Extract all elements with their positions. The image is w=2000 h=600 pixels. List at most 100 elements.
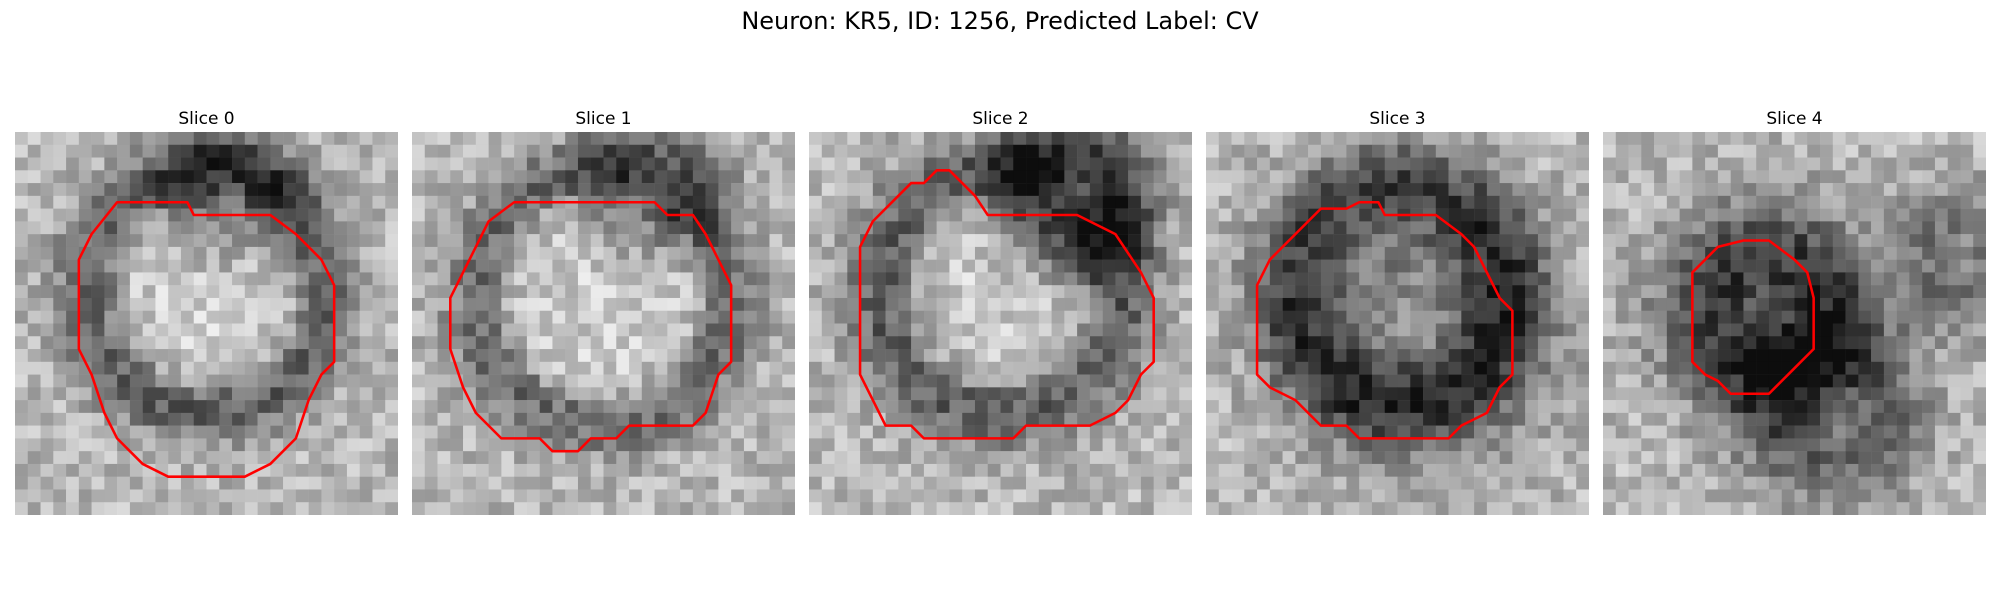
image-pixel bbox=[1166, 297, 1180, 311]
image-pixel bbox=[1692, 336, 1706, 350]
image-pixel bbox=[1512, 297, 1526, 311]
image-pixel bbox=[1140, 502, 1154, 515]
image-pixel bbox=[1295, 297, 1309, 311]
image-pixel bbox=[641, 400, 655, 414]
image-pixel bbox=[270, 412, 284, 426]
image-pixel bbox=[1102, 374, 1116, 388]
image-pixel bbox=[40, 323, 54, 337]
image-pixel bbox=[1179, 285, 1192, 299]
image-pixel bbox=[437, 463, 451, 477]
image-pixel bbox=[641, 132, 655, 146]
image-pixel bbox=[1947, 246, 1961, 260]
image-pixel bbox=[1333, 463, 1347, 477]
image-pixel bbox=[756, 476, 770, 490]
image-pixel bbox=[809, 489, 823, 503]
image-pixel bbox=[1883, 144, 1897, 158]
image-pixel bbox=[1820, 221, 1834, 235]
image-pixel bbox=[501, 157, 515, 171]
image-pixel bbox=[1705, 323, 1719, 337]
image-pixel bbox=[1922, 323, 1936, 337]
image-pixel bbox=[1384, 425, 1398, 439]
image-pixel bbox=[475, 349, 489, 363]
image-pixel bbox=[962, 425, 976, 439]
image-pixel bbox=[1423, 323, 1437, 337]
image-pixel bbox=[117, 246, 131, 260]
image-pixel bbox=[424, 297, 438, 311]
image-pixel bbox=[1359, 374, 1373, 388]
image-pixel bbox=[1550, 183, 1564, 197]
image-pixel bbox=[295, 374, 309, 388]
image-pixel bbox=[463, 297, 477, 311]
image-pixel bbox=[1499, 451, 1513, 465]
slice-image bbox=[412, 132, 795, 515]
image-pixel bbox=[539, 387, 553, 401]
image-pixel bbox=[66, 285, 80, 299]
image-pixel bbox=[743, 463, 757, 477]
image-pixel bbox=[180, 234, 194, 248]
image-pixel bbox=[654, 272, 668, 286]
image-pixel bbox=[142, 463, 156, 477]
image-pixel bbox=[552, 374, 566, 388]
image-pixel bbox=[219, 183, 233, 197]
image-pixel bbox=[193, 489, 207, 503]
image-pixel bbox=[731, 476, 745, 490]
image-pixel bbox=[911, 438, 925, 452]
image-pixel bbox=[590, 144, 604, 158]
image-pixel bbox=[193, 234, 207, 248]
image-pixel bbox=[1486, 208, 1500, 222]
image-pixel bbox=[1705, 310, 1719, 324]
image-pixel bbox=[1679, 438, 1693, 452]
image-pixel bbox=[1679, 374, 1693, 388]
image-pixel bbox=[731, 489, 745, 503]
image-pixel bbox=[244, 272, 258, 286]
image-pixel bbox=[168, 349, 182, 363]
image-pixel bbox=[1179, 502, 1192, 515]
image-pixel bbox=[27, 221, 41, 235]
image-pixel bbox=[756, 400, 770, 414]
image-pixel bbox=[1333, 208, 1347, 222]
image-pixel bbox=[705, 157, 719, 171]
image-pixel bbox=[104, 208, 118, 222]
image-pixel bbox=[769, 310, 783, 324]
image-pixel bbox=[1768, 259, 1782, 273]
image-pixel bbox=[463, 144, 477, 158]
image-pixel bbox=[1474, 463, 1488, 477]
image-pixel bbox=[1461, 208, 1475, 222]
image-pixel bbox=[1654, 272, 1668, 286]
image-pixel bbox=[193, 400, 207, 414]
image-pixel bbox=[987, 323, 1001, 337]
image-pixel bbox=[847, 221, 861, 235]
image-pixel bbox=[680, 387, 694, 401]
image-pixel bbox=[450, 221, 464, 235]
image-pixel bbox=[91, 463, 105, 477]
image-pixel bbox=[1308, 221, 1322, 235]
image-pixel bbox=[1435, 157, 1449, 171]
image-pixel bbox=[1397, 297, 1411, 311]
image-pixel bbox=[283, 400, 297, 414]
image-pixel bbox=[1435, 272, 1449, 286]
image-pixel bbox=[1909, 425, 1923, 439]
image-pixel bbox=[641, 374, 655, 388]
image-pixel bbox=[1960, 387, 1974, 401]
image-pixel bbox=[860, 259, 874, 273]
image-pixel bbox=[629, 272, 643, 286]
image-pixel bbox=[1947, 412, 1961, 426]
image-pixel bbox=[1628, 349, 1642, 363]
image-pixel bbox=[1102, 208, 1116, 222]
image-pixel bbox=[475, 400, 489, 414]
image-pixel bbox=[1909, 221, 1923, 235]
image-pixel bbox=[743, 336, 757, 350]
image-pixel bbox=[1922, 208, 1936, 222]
image-pixel bbox=[603, 310, 617, 324]
image-pixel bbox=[346, 132, 360, 146]
image-pixel bbox=[1934, 259, 1948, 273]
image-pixel bbox=[27, 170, 41, 184]
image-pixel bbox=[180, 387, 194, 401]
image-pixel bbox=[1512, 361, 1526, 375]
image-pixel bbox=[987, 195, 1001, 209]
image-pixel bbox=[1922, 157, 1936, 171]
image-pixel bbox=[1359, 310, 1373, 324]
image-pixel bbox=[1231, 438, 1245, 452]
image-pixel bbox=[1102, 170, 1116, 184]
image-pixel bbox=[1140, 400, 1154, 414]
